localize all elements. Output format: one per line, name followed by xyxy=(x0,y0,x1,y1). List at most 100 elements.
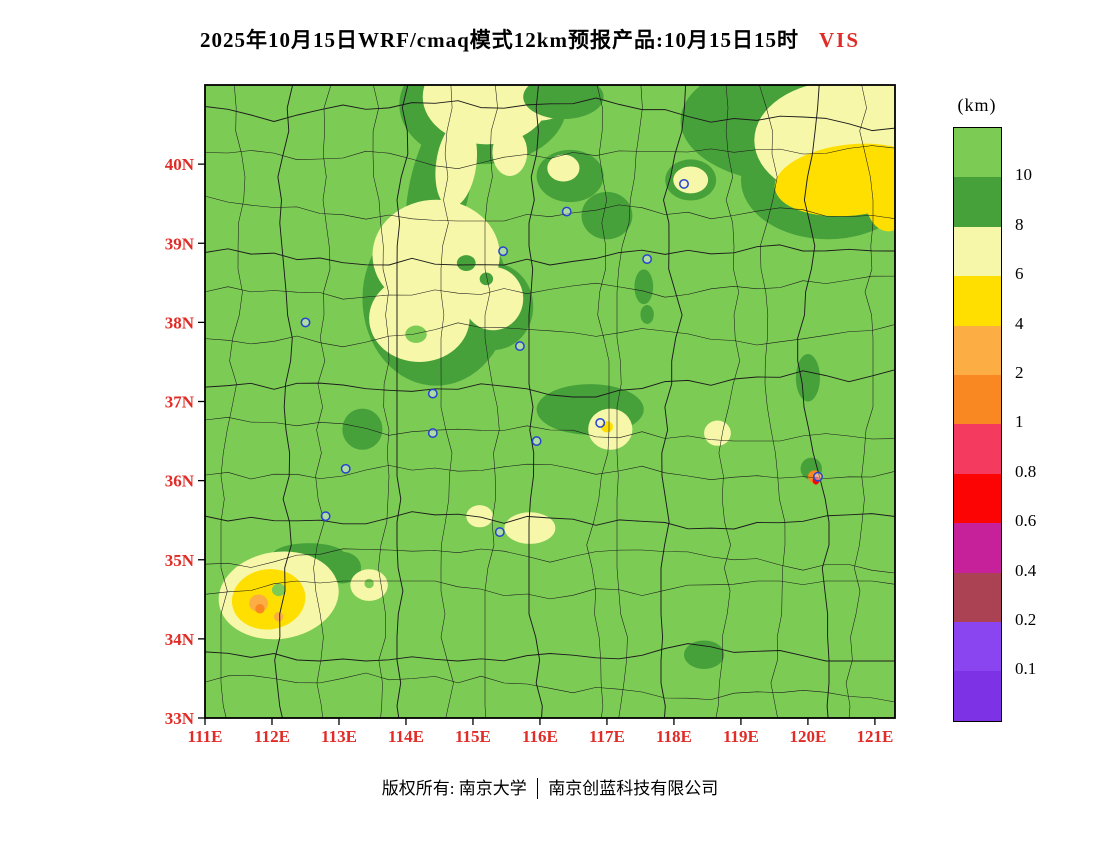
lat-tick-label: 38N xyxy=(165,313,195,332)
visibility-region xyxy=(479,272,494,286)
county-boundary-line xyxy=(205,145,895,169)
legend-label: 1 xyxy=(1015,412,1024,432)
county-boundary-line xyxy=(205,369,895,398)
visibility-region xyxy=(271,583,286,597)
visibility-region xyxy=(634,269,654,305)
visibility-region xyxy=(581,191,633,240)
county-boundary-line xyxy=(313,85,332,718)
county-boundary-line xyxy=(205,580,895,600)
lon-tick-label: 111E xyxy=(188,727,223,746)
lat-tick-label: 37N xyxy=(165,393,195,412)
legend-color-cell xyxy=(954,424,1001,474)
visibility-region xyxy=(547,154,580,182)
legend-color-cell xyxy=(954,572,1001,622)
legend-color-cell xyxy=(954,671,1001,721)
station-marker xyxy=(494,527,505,538)
footer-separator xyxy=(536,778,539,799)
visibility-region xyxy=(673,166,709,194)
county-boundary-line xyxy=(205,672,895,703)
county-boundary-line xyxy=(484,85,500,718)
title-text: 2025年10月15日WRF/cmaq模式12km预报产品:10月15日15时 xyxy=(199,28,799,52)
county-boundary-line xyxy=(715,85,740,718)
county-boundary-line xyxy=(205,275,895,300)
county-boundary-line xyxy=(205,643,895,662)
lat-tick-label: 33N xyxy=(165,709,195,728)
visibility-region xyxy=(864,160,895,232)
county-boundary-line xyxy=(274,85,294,718)
station-marker xyxy=(320,511,331,522)
legend-color-cell xyxy=(954,177,1001,227)
station-marker xyxy=(300,317,311,328)
visibility-region xyxy=(683,640,725,669)
legend-label: 0.2 xyxy=(1015,610,1037,629)
county-boundary-line xyxy=(205,97,895,132)
legend-color-cell xyxy=(954,226,1001,277)
visibility-region xyxy=(640,304,654,324)
footer-copyright: 版权所有: 南京大学 南京创蓝科技有限公司 xyxy=(0,774,1100,799)
station-marker xyxy=(514,341,525,352)
county-boundary-line xyxy=(205,322,895,348)
legend-label: 10 xyxy=(1015,165,1032,185)
boundary-layer xyxy=(205,85,895,718)
lat-tick-label: 36N xyxy=(165,472,195,491)
county-boundary-line xyxy=(205,417,895,442)
visibility-region xyxy=(274,611,284,622)
station-marker xyxy=(498,246,509,257)
county-boundary-line xyxy=(797,85,830,718)
county-boundary-line xyxy=(205,511,895,530)
station-marker xyxy=(561,206,572,217)
station-marker xyxy=(813,471,823,482)
county-boundary-line xyxy=(660,85,687,718)
legend-label: 0.4 xyxy=(1015,560,1037,580)
county-boundary-line xyxy=(220,85,246,718)
county-boundary-line xyxy=(372,85,390,718)
visibility-region xyxy=(492,128,528,176)
station-layer xyxy=(300,178,823,538)
figure-title: 2025年10月15日WRF/cmaq模式12km预报产品:10月15日15时 V… xyxy=(0,24,1060,54)
visibility-region xyxy=(466,505,494,528)
station-marker xyxy=(679,178,689,189)
legend-label: 0.8 xyxy=(1015,461,1037,481)
lon-tick-label: 113E xyxy=(321,727,357,746)
station-marker xyxy=(340,463,351,474)
visibility-region xyxy=(231,569,306,630)
visibility-region xyxy=(405,325,427,343)
visibility-region xyxy=(795,354,820,402)
legend-color-cell xyxy=(954,325,1001,375)
visibility-region xyxy=(456,255,476,271)
title-variable: VIS xyxy=(818,28,861,52)
legend-label: 4 xyxy=(1015,313,1024,333)
legend-label: 0.6 xyxy=(1015,511,1037,531)
lat-tick-label: 34N xyxy=(165,630,195,649)
county-boundary-line xyxy=(759,85,786,718)
legend-color-cell xyxy=(954,523,1001,573)
legend-color-cell xyxy=(954,128,1001,178)
legend-color-cell xyxy=(954,374,1001,425)
lon-tick-label: 121E xyxy=(856,727,893,746)
legend-label: 2 xyxy=(1015,363,1024,382)
legend-color-cell xyxy=(954,276,1001,326)
visibility-region xyxy=(821,85,895,141)
visibility-region xyxy=(364,578,374,589)
station-marker xyxy=(531,436,542,447)
county-boundary-line xyxy=(440,85,454,718)
lat-tick-label: 39N xyxy=(165,234,195,253)
legend-color-cell xyxy=(954,473,1001,524)
visibility-fill-layer xyxy=(218,85,895,669)
visibility-region xyxy=(462,266,524,331)
county-boundary-line xyxy=(205,195,895,222)
county-boundary-line xyxy=(205,244,895,266)
lat-tick-label: 40N xyxy=(165,155,195,174)
axis-labels: 111E 112E 113E 114E 115E 116E 117E 118E 119E 120E… xyxy=(165,155,894,746)
county-boundary-line xyxy=(396,85,409,718)
county-boundary-line xyxy=(528,85,543,718)
footer-right: 南京创蓝科技有限公司 xyxy=(548,779,719,798)
station-marker xyxy=(642,254,653,265)
lon-tick-label: 115E xyxy=(455,727,491,746)
visibility-region xyxy=(523,85,604,120)
lon-tick-label: 118E xyxy=(656,727,692,746)
lon-tick-label: 116E xyxy=(522,727,558,746)
lon-tick-label: 117E xyxy=(589,727,625,746)
lon-tick-label: 119E xyxy=(723,727,759,746)
